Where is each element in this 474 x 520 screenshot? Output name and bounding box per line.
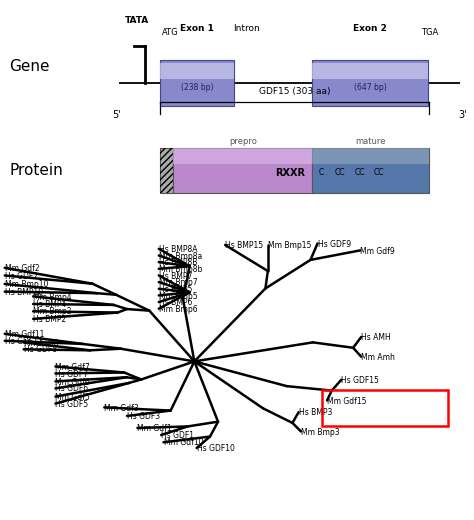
Text: Mm Gdf6: Mm Gdf6	[55, 378, 90, 386]
Text: TGA: TGA	[421, 29, 438, 37]
Text: Mm Gdf9: Mm Gdf9	[360, 246, 395, 255]
Text: Hs AMH: Hs AMH	[361, 333, 391, 342]
Text: Hs BMP5: Hs BMP5	[159, 285, 192, 294]
Text: Mm Bmp15: Mm Bmp15	[268, 241, 311, 250]
Text: Mm Bmp10: Mm Bmp10	[5, 280, 48, 289]
Text: Mm Bmp8b: Mm Bmp8b	[159, 265, 202, 274]
Bar	[160, 148, 173, 193]
Text: (647 bp): (647 bp)	[354, 83, 386, 92]
Text: Hs GDF11: Hs GDF11	[5, 337, 43, 346]
Text: CC: CC	[374, 168, 384, 177]
Text: Hs GDF8: Hs GDF8	[24, 345, 57, 355]
Text: Mm Bmp8a: Mm Bmp8a	[159, 252, 202, 261]
Text: mature: mature	[355, 137, 386, 146]
Text: Mm Gdf15: Mm Gdf15	[327, 397, 366, 406]
Bar	[312, 60, 428, 106]
Text: Hs BMP8B: Hs BMP8B	[159, 258, 197, 267]
Text: Mm Amh: Mm Amh	[361, 353, 395, 362]
Text: Mm Gdf2: Mm Gdf2	[5, 264, 39, 273]
Text: Hs GDF5: Hs GDF5	[55, 400, 89, 409]
Bar	[173, 148, 312, 193]
Text: Mm Bmp7: Mm Bmp7	[159, 278, 197, 287]
Text: Mm Gdf1: Mm Gdf1	[137, 424, 172, 433]
Text: GDF15 (303 aa): GDF15 (303 aa)	[259, 87, 330, 96]
Text: Exon 1: Exon 1	[180, 24, 214, 33]
Text: TATA: TATA	[125, 16, 150, 25]
Text: Hs BMP6: Hs BMP6	[159, 298, 192, 307]
Text: Mm Gdf3: Mm Gdf3	[104, 404, 139, 412]
Text: Mm Bmp4: Mm Bmp4	[33, 293, 72, 302]
Text: Exon 2: Exon 2	[353, 24, 387, 33]
Text: Hs BMP2: Hs BMP2	[33, 315, 66, 324]
Bar	[160, 60, 234, 106]
Text: CC: CC	[355, 168, 365, 177]
Text: Mm Gdf11: Mm Gdf11	[5, 330, 44, 339]
Text: ATG: ATG	[162, 29, 179, 37]
Text: Hs BMP8A: Hs BMP8A	[159, 245, 197, 254]
Text: Intron: Intron	[233, 24, 260, 33]
Text: Mm Bmp5: Mm Bmp5	[159, 292, 197, 301]
Text: RXXR: RXXR	[275, 167, 305, 178]
Text: Hs BMP15: Hs BMP15	[225, 241, 263, 250]
Text: Hs GDF10: Hs GDF10	[197, 444, 235, 453]
Text: Mm Bmp2: Mm Bmp2	[33, 307, 72, 316]
Text: Hs BMP7: Hs BMP7	[159, 271, 192, 281]
Text: Protein: Protein	[9, 163, 63, 178]
Text: Mm Gdf7: Mm Gdf7	[55, 362, 90, 372]
Text: Hs GDF9: Hs GDF9	[318, 240, 351, 249]
Text: Mm Bmp3: Mm Bmp3	[301, 427, 339, 437]
Text: Hs GDF7: Hs GDF7	[55, 370, 89, 379]
Text: Hs GDF6: Hs GDF6	[55, 384, 89, 394]
Bar	[322, 390, 448, 426]
Text: Gene: Gene	[9, 59, 50, 74]
Text: CC: CC	[335, 168, 346, 177]
Text: Mm Gdf10: Mm Gdf10	[164, 438, 203, 447]
Bar	[160, 62, 234, 79]
Bar	[160, 148, 173, 193]
Text: Hs BMP10: Hs BMP10	[5, 288, 43, 297]
Text: 3': 3'	[458, 110, 466, 120]
Text: Hs GDF2: Hs GDF2	[5, 271, 38, 281]
Bar	[312, 148, 429, 193]
Text: Mm Bmp6: Mm Bmp6	[159, 305, 197, 314]
Text: 5': 5'	[112, 110, 120, 120]
Text: prepro: prepro	[229, 137, 256, 146]
Text: Mm Gdf8: Mm Gdf8	[24, 339, 58, 347]
Text: Mm Gdf5: Mm Gdf5	[55, 393, 90, 402]
Bar	[312, 148, 429, 164]
Bar	[312, 62, 428, 79]
Text: (238 bp): (238 bp)	[181, 83, 213, 92]
Text: Hs GDF15: Hs GDF15	[341, 376, 379, 385]
Text: C: C	[319, 168, 324, 177]
Text: Hs BMP4: Hs BMP4	[33, 300, 66, 309]
Text: Hs GDF3: Hs GDF3	[127, 412, 160, 421]
Text: Hs BMP3: Hs BMP3	[299, 408, 332, 417]
Bar	[173, 148, 312, 164]
Text: Hs GDF1: Hs GDF1	[161, 431, 194, 440]
